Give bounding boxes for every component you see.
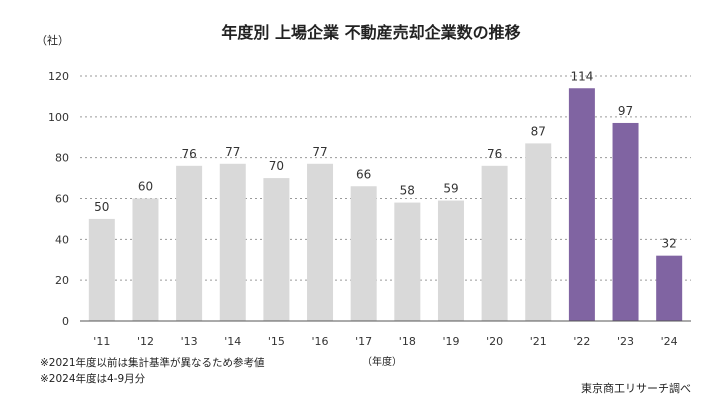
x-tick-label: '22 (573, 335, 590, 348)
y-tick-label: 60 (55, 193, 69, 206)
x-tick-label: '21 (530, 335, 547, 348)
bar (656, 255, 683, 321)
x-tick-label: '12 (137, 335, 154, 348)
bar-value-label: 66 (356, 167, 371, 181)
bar (350, 186, 377, 321)
x-tick-label: '16 (312, 335, 329, 348)
bar (612, 122, 639, 321)
y-tick-label: 120 (48, 70, 69, 83)
bars (88, 88, 683, 321)
bar-value-label: 97 (618, 104, 633, 118)
bar-value-label: 76 (181, 147, 196, 161)
x-tick-label: '19 (442, 335, 459, 348)
x-tick-label: '13 (181, 335, 198, 348)
bar (568, 88, 595, 321)
x-tick-label: '17 (355, 335, 372, 348)
x-tick-label: '14 (224, 335, 241, 348)
x-axis-ticks: '11 '12 '13 '14 '15 '16 '17 '18 '19 '20 '21 '22 '23 '… (93, 335, 677, 348)
note-2: ※2024年度は4-9月分 (40, 372, 146, 385)
data-labels: 50 60 76 77 70 77 66 58 59 76 87 114 97 32 (94, 69, 677, 250)
bar (307, 163, 334, 321)
bar (263, 178, 290, 321)
bar-value-label: 60 (138, 180, 153, 194)
bar-value-label: 87 (531, 124, 546, 138)
y-tick-label: 80 (55, 152, 69, 165)
source-label: 東京商工リサーチ調べ (581, 381, 691, 395)
bar-value-label: 76 (487, 147, 502, 161)
bar-value-label: 77 (312, 145, 327, 159)
bar (88, 218, 115, 321)
x-tick-label: '15 (268, 335, 285, 348)
bar-value-label: 77 (225, 145, 240, 159)
y-axis-unit: （社） (36, 33, 69, 47)
y-tick-label: 20 (55, 274, 69, 287)
y-axis-ticks: 0 20 40 60 80 100 120 (48, 70, 69, 328)
bar (132, 198, 159, 321)
bar-value-label: 59 (443, 182, 458, 196)
bar (176, 165, 203, 321)
y-tick-label: 40 (55, 233, 69, 246)
x-tick-label: '11 (93, 335, 110, 348)
note-1: ※2021年度以前は集計基準が異なるため参考値 (40, 356, 265, 369)
x-tick-label: '24 (661, 335, 678, 348)
x-axis-unit: （年度） (362, 355, 402, 368)
chart-title: 年度別 上場企業 不動産売却企業数の推移 (221, 23, 520, 42)
bar-value-label: 32 (662, 237, 677, 251)
x-tick-label: '18 (399, 335, 416, 348)
bar (525, 143, 552, 321)
bar-value-label: 58 (400, 184, 415, 198)
x-tick-label: '20 (486, 335, 503, 348)
grid (80, 75, 691, 281)
bar (219, 163, 246, 321)
bar-value-label: 70 (269, 159, 284, 173)
bar (437, 200, 464, 321)
bar (481, 165, 508, 321)
bar-value-label: 114 (570, 69, 593, 83)
y-tick-label: 100 (48, 111, 69, 124)
bar-value-label: 50 (94, 200, 109, 214)
bar (394, 202, 421, 321)
x-tick-label: '23 (617, 335, 634, 348)
y-tick-label: 0 (62, 315, 69, 328)
